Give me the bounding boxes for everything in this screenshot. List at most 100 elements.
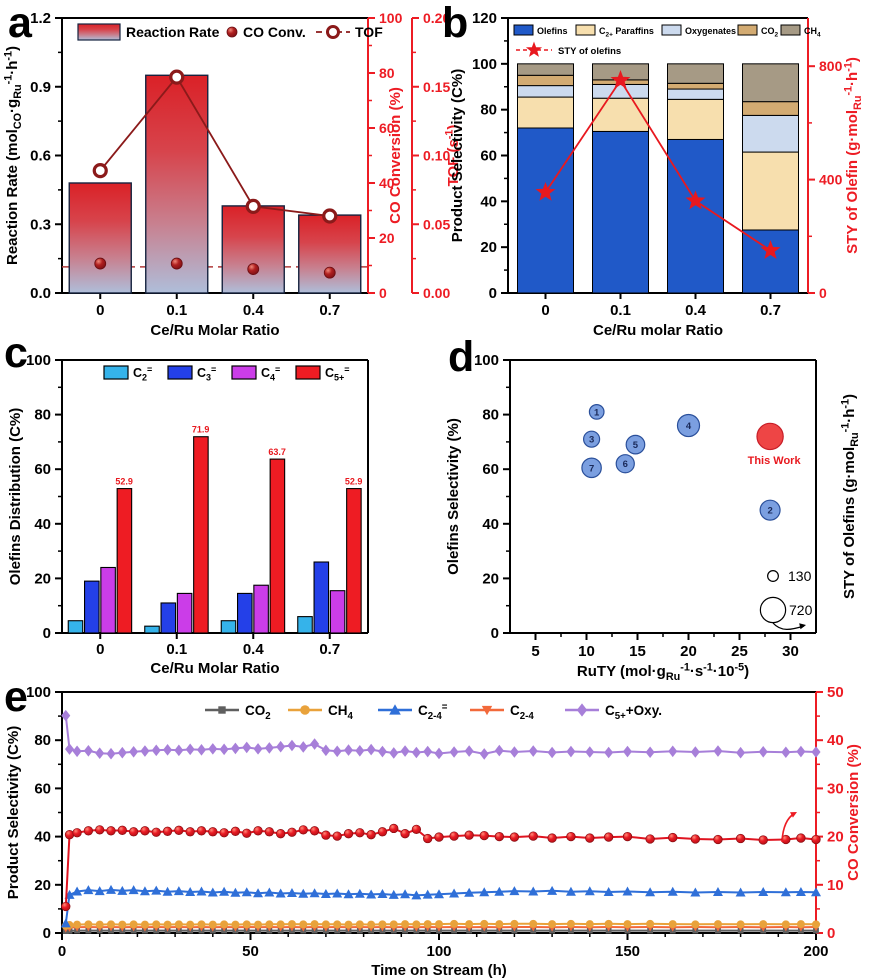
- svg-text:0: 0: [58, 943, 66, 960]
- svg-text:C5+=: C5+=: [325, 364, 350, 382]
- panel-label-c: c: [4, 329, 28, 377]
- svg-text:20: 20: [379, 230, 395, 246]
- series-reaction-rate: [68, 74, 362, 294]
- svg-text:63.7: 63.7: [268, 447, 286, 457]
- svg-text:0.1: 0.1: [166, 641, 187, 658]
- svg-text:Product Selectivity (C%): Product Selectivity (C%): [449, 69, 466, 242]
- svg-text:80: 80: [34, 732, 51, 749]
- bubbles: 1 2 3 4 56 7 This Work: [581, 403, 802, 521]
- panel-label-a: a: [8, 0, 32, 47]
- svg-text:Time on Stream (h): Time on Stream (h): [371, 962, 507, 978]
- svg-text:0.20: 0.20: [423, 10, 450, 26]
- svg-text:6: 6: [623, 459, 628, 470]
- legend-c: C2= C3= C4= C5+=: [103, 364, 350, 383]
- svg-text:0.1: 0.1: [166, 302, 187, 319]
- svg-text:Olefins Distribution (C%): Olefins Distribution (C%): [7, 408, 24, 586]
- svg-text:400: 400: [819, 172, 843, 188]
- svg-text:40: 40: [34, 829, 51, 846]
- svg-text:0: 0: [491, 625, 499, 642]
- svg-text:80: 80: [480, 102, 497, 119]
- svg-text:STY of olefins: STY of olefins: [558, 46, 621, 57]
- bubble-size-legend: 130 720: [759, 568, 813, 631]
- svg-text:Olefins: Olefins: [537, 26, 568, 36]
- svg-text:60: 60: [480, 148, 497, 165]
- svg-text:20: 20: [827, 829, 844, 846]
- svg-text:0: 0: [489, 285, 497, 302]
- co-axis-arrow: [781, 812, 797, 843]
- svg-text:40: 40: [480, 193, 497, 210]
- panel-label-d: d: [448, 333, 475, 381]
- legend-a: Reaction Rate CO Conv. TOF: [77, 23, 383, 41]
- svg-text:0: 0: [819, 285, 827, 301]
- svg-text:100: 100: [26, 352, 51, 369]
- svg-text:CO Conversion (%): CO Conversion (%): [387, 87, 404, 224]
- svg-text:Olefins Selectivity (%): Olefins Selectivity (%): [445, 418, 462, 575]
- svg-text:5: 5: [531, 643, 539, 660]
- svg-text:0: 0: [43, 925, 51, 942]
- svg-text:0.10: 0.10: [423, 148, 450, 164]
- svg-text:STY of Olefin (g·molRu-1·h-1): STY of Olefin (g·molRu-1·h-1): [842, 57, 864, 254]
- series-CH4: [61, 919, 820, 930]
- svg-text:7: 7: [589, 463, 594, 474]
- svg-text:52.9: 52.9: [115, 477, 133, 487]
- svg-text:TOF: TOF: [355, 24, 383, 40]
- svg-text:60: 60: [34, 780, 51, 797]
- svg-text:STY of Olefins (g·molRu-1·h-1): STY of Olefins (g·molRu-1·h-1): [839, 394, 861, 599]
- svg-text:52.9: 52.9: [345, 477, 363, 487]
- svg-text:0.00: 0.00: [423, 285, 450, 301]
- svg-text:40: 40: [827, 732, 844, 749]
- svg-text:100: 100: [426, 943, 451, 960]
- svg-text:20: 20: [34, 570, 51, 587]
- svg-text:CO2: CO2: [761, 26, 779, 39]
- svg-text:0.4: 0.4: [243, 641, 265, 658]
- svg-text:TOF (s-1): TOF (s-1): [443, 125, 462, 187]
- series-C2-4=: [60, 884, 821, 928]
- svg-text:20: 20: [482, 570, 499, 587]
- svg-text:Ce/Ru Molar Ratio: Ce/Ru Molar Ratio: [150, 660, 279, 677]
- stacked-bars: [517, 63, 799, 294]
- svg-text:C2=: C2=: [133, 364, 152, 382]
- svg-text:50: 50: [827, 684, 844, 701]
- svg-text:RuTY (mol·gRu-1·s-1·10-5): RuTY (mol·gRu-1·s-1·10-5): [577, 661, 749, 683]
- svg-text:0.3: 0.3: [30, 216, 51, 233]
- svg-text:This Work: This Work: [748, 455, 802, 467]
- svg-text:80: 80: [379, 65, 395, 81]
- svg-text:CH4: CH4: [328, 703, 354, 722]
- svg-text:30: 30: [827, 780, 844, 797]
- svg-text:100: 100: [474, 352, 499, 369]
- svg-text:Reaction Rate: Reaction Rate: [126, 24, 220, 40]
- svg-text:80: 80: [34, 407, 51, 424]
- legend-e: CO2 CH4 C2-4= C2-4 C5++Oxy.: [205, 702, 662, 722]
- svg-text:150: 150: [615, 943, 640, 960]
- svg-text:15: 15: [629, 643, 646, 660]
- svg-text:4: 4: [686, 421, 692, 432]
- svg-text:CO Conv.: CO Conv.: [243, 24, 306, 40]
- svg-text:C2-4=: C2-4=: [418, 702, 448, 722]
- svg-text:0.15: 0.15: [423, 79, 450, 95]
- svg-text:20: 20: [34, 877, 51, 894]
- svg-text:40: 40: [34, 516, 51, 533]
- svg-text:10: 10: [578, 643, 595, 660]
- panel-b-chart: 0 20 40 60 80 100 120 Product Selectivity (C%) 0…: [449, 10, 864, 339]
- svg-text:20: 20: [480, 239, 497, 256]
- legend-b: Olefins C2+ Paraffins Oxygenates CO2 CH4 STY …: [513, 24, 821, 57]
- svg-text:CH4: CH4: [804, 26, 821, 39]
- svg-text:100: 100: [472, 56, 497, 73]
- svg-text:80: 80: [482, 407, 499, 424]
- series-CO Conversion: [61, 823, 821, 912]
- series-sty: [535, 69, 781, 259]
- svg-text:C5++Oxy.: C5++Oxy.: [605, 703, 662, 722]
- svg-text:60: 60: [482, 461, 499, 478]
- svg-text:3: 3: [589, 435, 594, 446]
- svg-text:100: 100: [26, 684, 51, 701]
- svg-text:2: 2: [767, 506, 772, 517]
- svg-text:0: 0: [541, 302, 549, 319]
- svg-text:CO Conversion (%): CO Conversion (%): [845, 744, 862, 881]
- svg-text:60: 60: [34, 461, 51, 478]
- series-tof: [92, 69, 338, 224]
- svg-text:10: 10: [827, 877, 844, 894]
- svg-text:0: 0: [96, 302, 104, 319]
